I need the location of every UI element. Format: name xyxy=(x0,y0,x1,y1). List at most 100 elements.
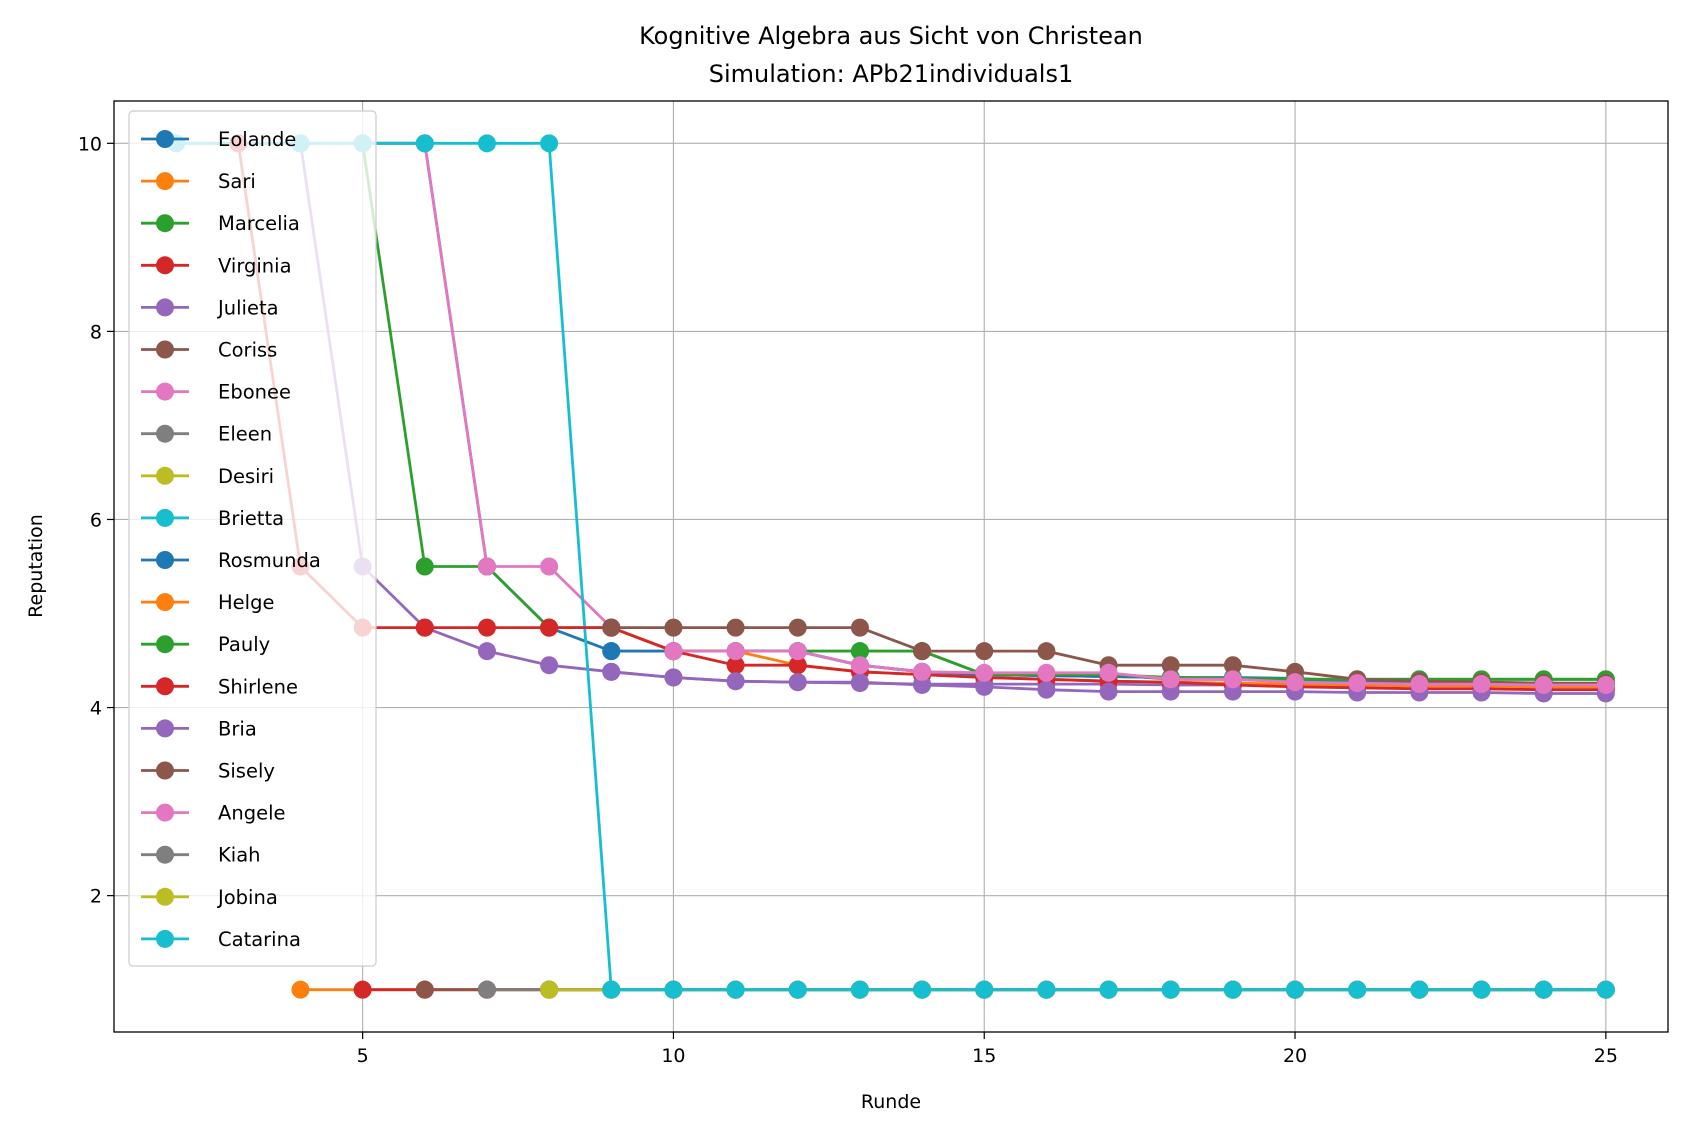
legend-label: Virginia xyxy=(218,254,292,277)
data-point xyxy=(1223,670,1242,689)
data-point xyxy=(1037,680,1056,699)
legend-marker xyxy=(156,593,174,612)
legend-entry: Eolande xyxy=(141,128,296,151)
data-point xyxy=(540,618,559,637)
data-point xyxy=(850,656,869,675)
legend-entry: Marcelia xyxy=(141,212,300,235)
data-point xyxy=(1037,980,1056,999)
data-point xyxy=(415,980,434,999)
legend-label: Bria xyxy=(218,717,257,740)
series-catarina xyxy=(602,980,1615,999)
data-point xyxy=(726,642,745,661)
axis-ticks: 5 10 15 20 25 2 4 6 8 10 xyxy=(78,133,1618,1067)
data-point xyxy=(477,618,496,637)
legend-marker xyxy=(156,929,174,948)
data-point xyxy=(1534,675,1553,694)
legend-marker xyxy=(156,803,174,822)
legend-label: Sisely xyxy=(218,760,275,783)
legend-label: Eleen xyxy=(218,423,272,446)
data-point xyxy=(1161,980,1180,999)
legend-entry: Sari xyxy=(141,170,256,193)
series-line xyxy=(673,649,1606,687)
legend-entry: Virginia xyxy=(141,254,292,277)
x-tick-label: 20 xyxy=(1283,1045,1307,1067)
data-point xyxy=(353,980,372,999)
y-tick-label: 8 xyxy=(90,321,102,343)
data-point xyxy=(788,642,807,661)
legend-label: Shirlene xyxy=(218,675,298,698)
data-point xyxy=(913,642,932,661)
data-point xyxy=(415,618,434,637)
legend-marker xyxy=(156,424,174,443)
y-tick-label: 2 xyxy=(90,886,102,908)
data-point xyxy=(1472,980,1491,999)
legend-marker xyxy=(156,256,174,275)
legend-label: Catarina xyxy=(218,928,301,951)
legend-entry: Desiri xyxy=(141,465,274,488)
data-point xyxy=(540,557,559,576)
legend-entry: Jobina xyxy=(141,886,278,909)
data-point xyxy=(291,980,310,999)
legend-entry: Ebonee xyxy=(141,381,291,404)
legend-label: Rosmunda xyxy=(218,549,321,572)
legend-marker xyxy=(156,761,174,780)
data-point xyxy=(1348,674,1367,693)
data-point xyxy=(975,980,994,999)
data-point xyxy=(540,980,559,999)
legend-entry: Catarina xyxy=(141,928,301,951)
legend-label: Coriss xyxy=(218,339,277,362)
data-point xyxy=(477,642,496,661)
data-point xyxy=(1099,663,1118,682)
legend-box xyxy=(128,110,377,967)
data-point xyxy=(913,662,932,681)
y-axis-label: Reputation xyxy=(25,514,47,618)
legend-marker xyxy=(156,551,174,569)
data-point xyxy=(1223,980,1242,999)
data-point xyxy=(1286,673,1305,692)
legend-entry: Bria xyxy=(141,717,257,740)
data-point xyxy=(975,677,994,696)
legend-label: Marcelia xyxy=(218,212,300,235)
data-point xyxy=(850,618,869,637)
y-tick-label: 4 xyxy=(90,698,102,720)
data-point xyxy=(664,668,683,687)
data-point xyxy=(1596,675,1615,694)
data-point xyxy=(975,663,994,682)
data-point xyxy=(415,134,434,153)
data-point xyxy=(1099,980,1118,999)
data-point xyxy=(1037,642,1056,661)
legend-marker xyxy=(156,635,174,654)
legend-marker xyxy=(156,214,174,233)
data-point xyxy=(602,642,621,661)
data-point xyxy=(913,675,932,694)
data-point xyxy=(1410,675,1429,694)
data-point xyxy=(1472,675,1491,694)
data-point xyxy=(975,642,994,661)
x-tick-label: 15 xyxy=(972,1045,996,1067)
legend-entry: Shirlene xyxy=(141,675,298,698)
x-tick-label: 5 xyxy=(357,1045,369,1067)
legend-label: Julieta xyxy=(216,296,279,319)
data-point xyxy=(602,980,621,999)
y-tick-label: 10 xyxy=(78,133,102,155)
data-point xyxy=(540,656,559,675)
data-point xyxy=(788,618,807,637)
legend-marker xyxy=(156,172,174,191)
x-axis-label: Runde xyxy=(861,1091,921,1113)
data-point xyxy=(850,642,869,661)
data-point xyxy=(788,980,807,999)
data-point xyxy=(1286,980,1305,999)
data-point xyxy=(540,134,559,153)
chart-title: Kognitive Algebra aus Sicht von Christea… xyxy=(639,22,1143,50)
legend-entry: Brietta xyxy=(141,507,284,530)
legend-marker xyxy=(156,382,174,401)
legend-marker xyxy=(156,677,174,696)
chart-subtitle: Simulation: APb21individuals1 xyxy=(709,60,1073,88)
data-point xyxy=(1161,656,1180,675)
data-point xyxy=(1534,980,1553,999)
data-point xyxy=(726,980,745,999)
data-point xyxy=(1161,670,1180,689)
data-point xyxy=(602,618,621,637)
legend-marker xyxy=(156,845,174,864)
